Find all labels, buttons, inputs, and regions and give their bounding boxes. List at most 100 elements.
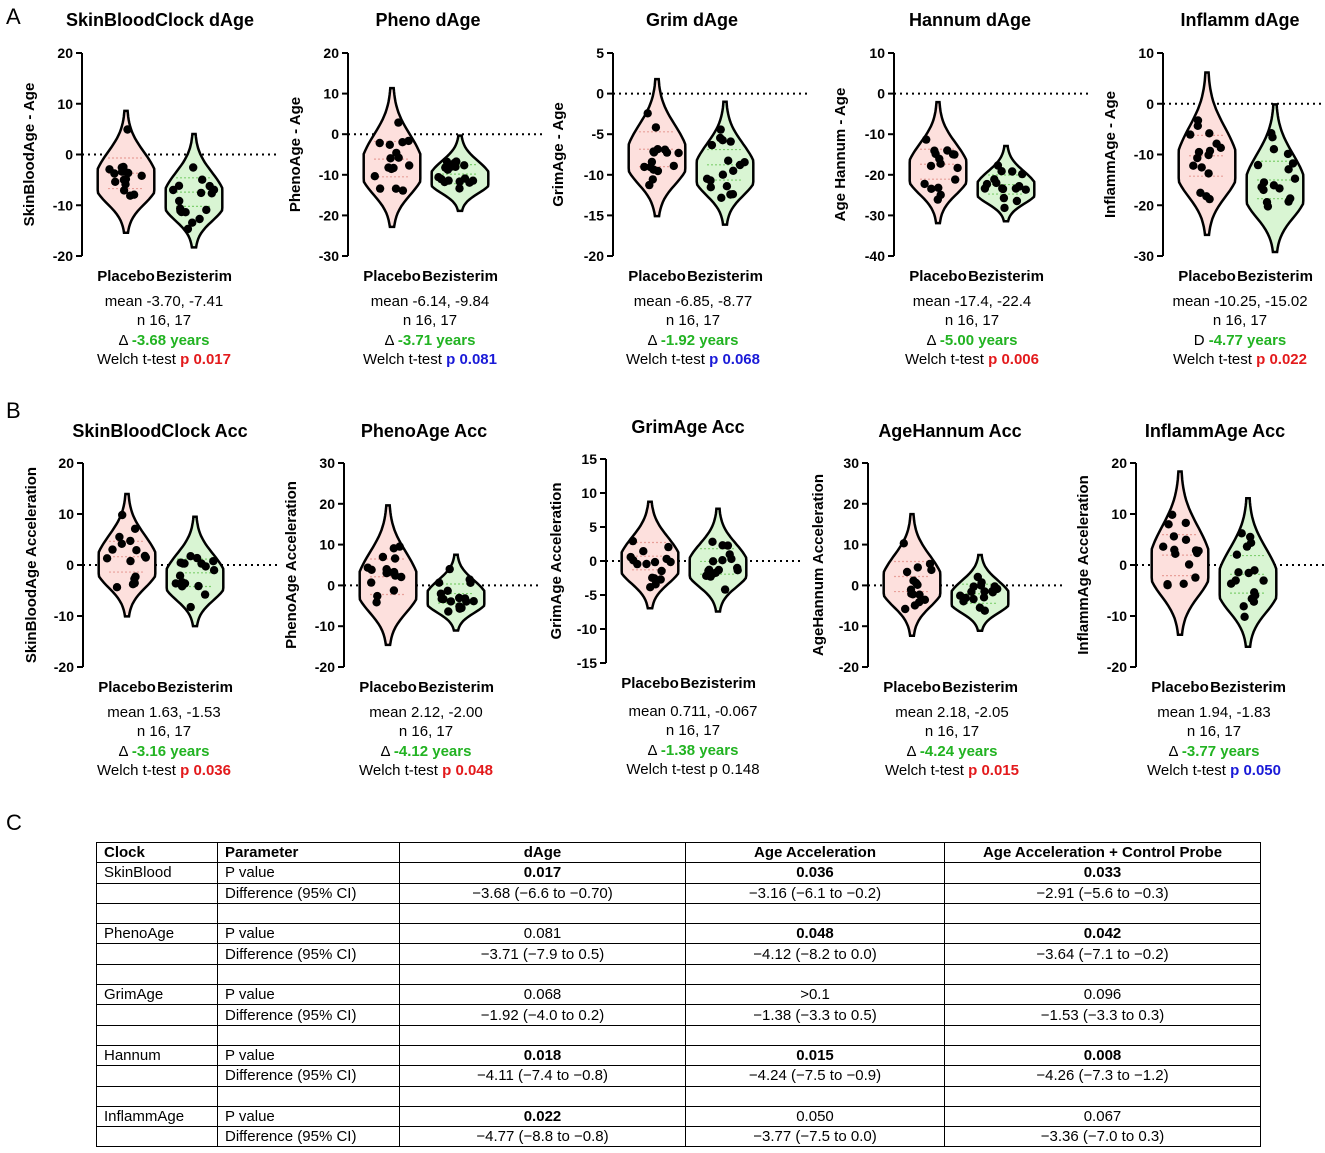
table-row-difference: Difference (95% CI) −3.71 (−7.9 to 0.5) −4… [96, 943, 1261, 965]
data-point [130, 524, 140, 533]
y-axis-label: PhenoAge Acceleration [283, 481, 300, 649]
y-tick-label: 20 [1111, 455, 1127, 471]
stat-n: n 16, 17 [1212, 312, 1268, 330]
data-point [1205, 129, 1214, 138]
stat-delta: Δ -3.68 years [44, 331, 284, 350]
data-point [645, 180, 654, 190]
y-tick-label: -20 [319, 207, 339, 223]
test-label: Welch t-test [97, 762, 181, 780]
data-point [1000, 203, 1009, 213]
data-point [714, 565, 723, 575]
chart-title: Pheno dAge [375, 10, 480, 30]
y-tick-label: -30 [319, 248, 339, 264]
data-point [1234, 568, 1243, 577]
stat-test: Welch t-test p 0.022 [1120, 350, 1325, 369]
difference-cell: −3.77 (−7.5 to 0.0) [685, 1126, 945, 1148]
data-point [664, 542, 673, 552]
data-point [708, 570, 717, 579]
difference-cell: −1.92 (−4.0 to 0.2) [399, 1004, 686, 1026]
stat-delta: Δ -1.92 years [573, 331, 813, 350]
data-point [123, 125, 132, 134]
x-category-label: Bezisterim [942, 679, 1018, 696]
data-point [733, 563, 742, 573]
data-point [1196, 188, 1205, 197]
stat-mean: mean -6.85, -8.77 [633, 293, 753, 310]
data-point [1204, 169, 1213, 178]
data-point [398, 138, 407, 147]
data-point [669, 161, 678, 171]
difference-cell: −3.36 (−7.0 to 0.3) [944, 1126, 1261, 1148]
stat-mean: mean 2.18, -2.05 [895, 704, 1009, 721]
data-point [1186, 130, 1195, 139]
chart-title: Hannum dAge [909, 10, 1031, 30]
clock-name: PhenoAge [96, 923, 218, 945]
violin-bezisterim [1245, 103, 1305, 254]
p-value-cell: 0.042 [944, 923, 1261, 945]
data-point [1240, 612, 1249, 621]
delta-prefix: Δ [118, 331, 132, 349]
table-row-p-value: InflammAge P value 0.022 0.050 0.067 [96, 1105, 1261, 1128]
stats-block: mean -6.14, -9.84 n 16, 17 Δ -3.71 years We… [310, 292, 550, 370]
y-tick-label: -10 [1107, 608, 1127, 624]
violin-bezisterim [950, 553, 1010, 632]
data-point [469, 597, 478, 606]
y-tick-label: -10 [319, 167, 339, 183]
stat-n: n 16, 17 [665, 312, 721, 330]
table-spacer-row [96, 1085, 1261, 1107]
stats-block: mean -6.85, -8.77 n 16, 17 Δ -1.92 years We… [573, 292, 813, 370]
y-tick-label: 30 [843, 455, 859, 471]
x-category-label: Bezisterim [680, 675, 756, 692]
delta-value: -4.24 years [919, 742, 998, 760]
test-label: Welch t-test [359, 762, 443, 780]
data-point [455, 604, 464, 613]
data-point [1011, 184, 1021, 193]
data-point [205, 181, 214, 191]
delta-value: -4.12 years [393, 742, 472, 760]
stat-mean: mean 1.94, -1.83 [1157, 704, 1271, 721]
stat-test: Welch t-test p 0.036 [44, 761, 284, 780]
data-point [999, 193, 1009, 203]
table-spacer-row [96, 902, 1261, 925]
parameter-label: P value [217, 984, 400, 1006]
data-point [646, 162, 655, 172]
data-point [716, 125, 725, 134]
x-category-label: Bezisterim [418, 679, 494, 696]
y-tick-label: -30 [865, 207, 885, 223]
y-tick-label: -30 [1134, 248, 1154, 264]
data-point [718, 136, 727, 145]
p-value-cell: 0.068 [399, 984, 686, 1006]
y-tick-label: -20 [865, 167, 885, 183]
data-point [389, 544, 398, 553]
difference-cell: −1.38 (−3.3 to 0.5) [685, 1004, 945, 1026]
data-point [1164, 520, 1173, 529]
y-tick-label: 5 [589, 519, 597, 535]
data-point [171, 579, 180, 588]
stat-test: Welch t-test p 0.048 [306, 761, 546, 780]
data-point [1179, 579, 1188, 588]
p-value-cell: 0.067 [944, 1105, 1261, 1128]
parameter-label: Difference (95% CI) [217, 1004, 400, 1026]
data-point [394, 118, 403, 127]
x-category-label: Placebo [909, 268, 967, 285]
data-point [707, 140, 717, 150]
p-value-cell: >0.1 [685, 984, 945, 1006]
test-label: Welch t-test [97, 351, 181, 369]
data-point [186, 552, 195, 561]
test-label: Welch t-test [1173, 351, 1257, 369]
stat-delta: Δ -3.77 years [1094, 742, 1325, 761]
p-value: p 0.048 [442, 762, 493, 780]
y-tick-label: 10 [843, 537, 859, 553]
data-point [375, 138, 384, 148]
delta-prefix: Δ [647, 741, 661, 759]
y-tick-label: 0 [1119, 557, 1127, 573]
data-point [370, 172, 379, 181]
panel-letter-c: C [6, 810, 22, 835]
data-point [1194, 546, 1203, 556]
y-tick-label: 0 [65, 147, 73, 163]
x-category-label: Placebo [1178, 268, 1236, 285]
clock-name: GrimAge [96, 984, 218, 1006]
data-point [1247, 594, 1257, 603]
x-category-label: Placebo [1151, 679, 1209, 696]
difference-cell: −1.53 (−3.3 to 0.3) [944, 1004, 1261, 1026]
data-point [119, 162, 128, 172]
